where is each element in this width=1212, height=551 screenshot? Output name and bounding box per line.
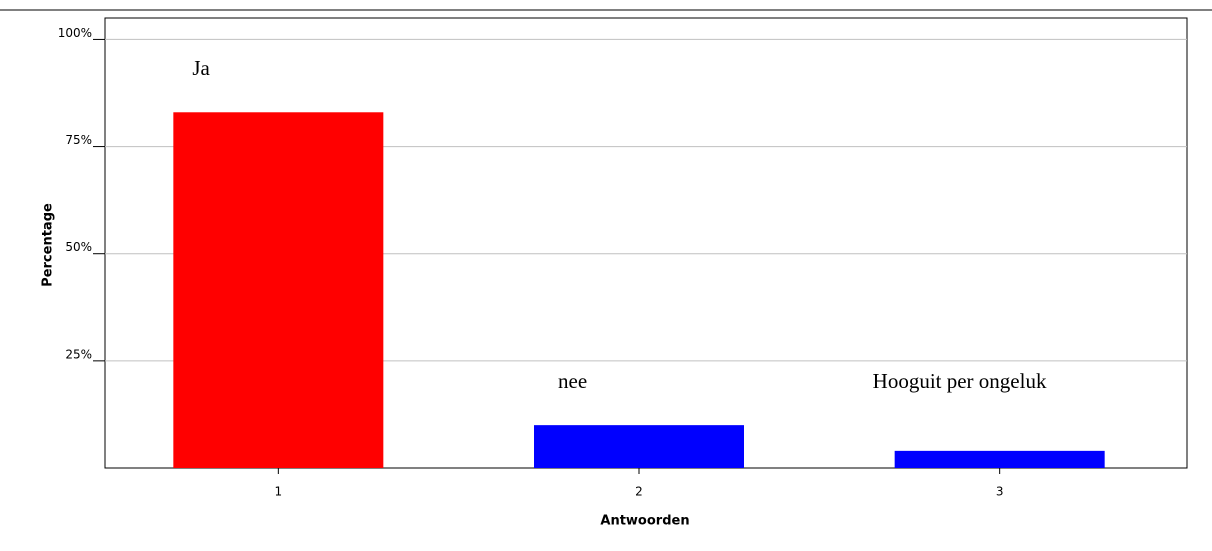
x-tick-label: 2 [635,485,643,499]
y-axis-label: Percentage [41,203,56,287]
y-tick-label: 50% [65,240,92,254]
x-axis-label: Antwoorden [600,514,689,529]
bar [534,425,744,468]
bar-label: Ja [192,56,210,80]
bar [173,112,384,469]
y-tick-label: 100% [58,26,92,40]
bar [894,450,1105,468]
bar-label: Hooguit per ongeluk [873,369,1047,393]
y-tick-label: 75% [65,133,92,147]
x-tick-label: 1 [275,485,283,499]
x-tick-label: 3 [996,485,1004,499]
y-tick-label: 25% [65,347,92,361]
bar-label: nee [558,369,587,393]
